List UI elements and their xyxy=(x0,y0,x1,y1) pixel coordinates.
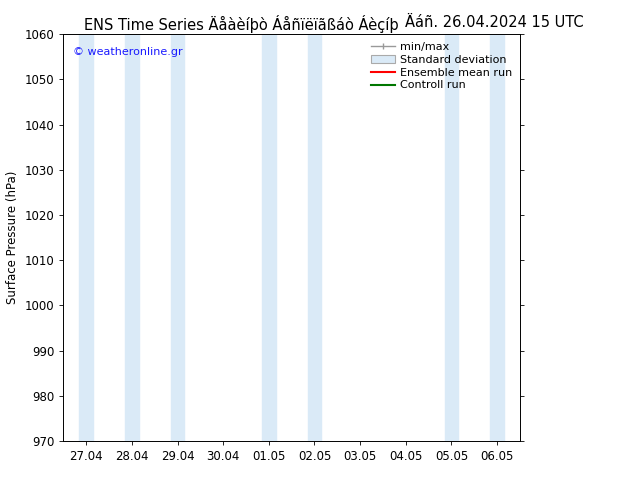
Text: Äáñ. 26.04.2024 15 UTC: Äáñ. 26.04.2024 15 UTC xyxy=(405,15,584,30)
Text: ENS Time Series Äåàèíþò Áåñïëïãßáò Áèçíþ: ENS Time Series Äåàèíþò Áåñïëïãßáò Áèçíþ xyxy=(84,15,398,33)
Y-axis label: Surface Pressure (hPa): Surface Pressure (hPa) xyxy=(6,171,19,304)
Bar xyxy=(79,34,93,441)
Bar xyxy=(262,34,276,441)
Bar xyxy=(307,34,321,441)
Text: © weatheronline.gr: © weatheronline.gr xyxy=(72,47,182,56)
Bar xyxy=(444,34,458,441)
Bar xyxy=(171,34,184,441)
Bar xyxy=(125,34,139,441)
Bar xyxy=(490,34,504,441)
Legend: min/max, Standard deviation, Ensemble mean run, Controll run: min/max, Standard deviation, Ensemble me… xyxy=(369,40,514,93)
